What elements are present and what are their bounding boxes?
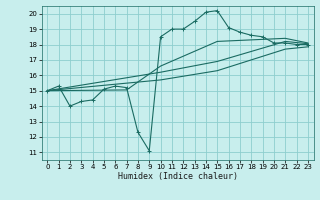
X-axis label: Humidex (Indice chaleur): Humidex (Indice chaleur) xyxy=(118,172,237,181)
